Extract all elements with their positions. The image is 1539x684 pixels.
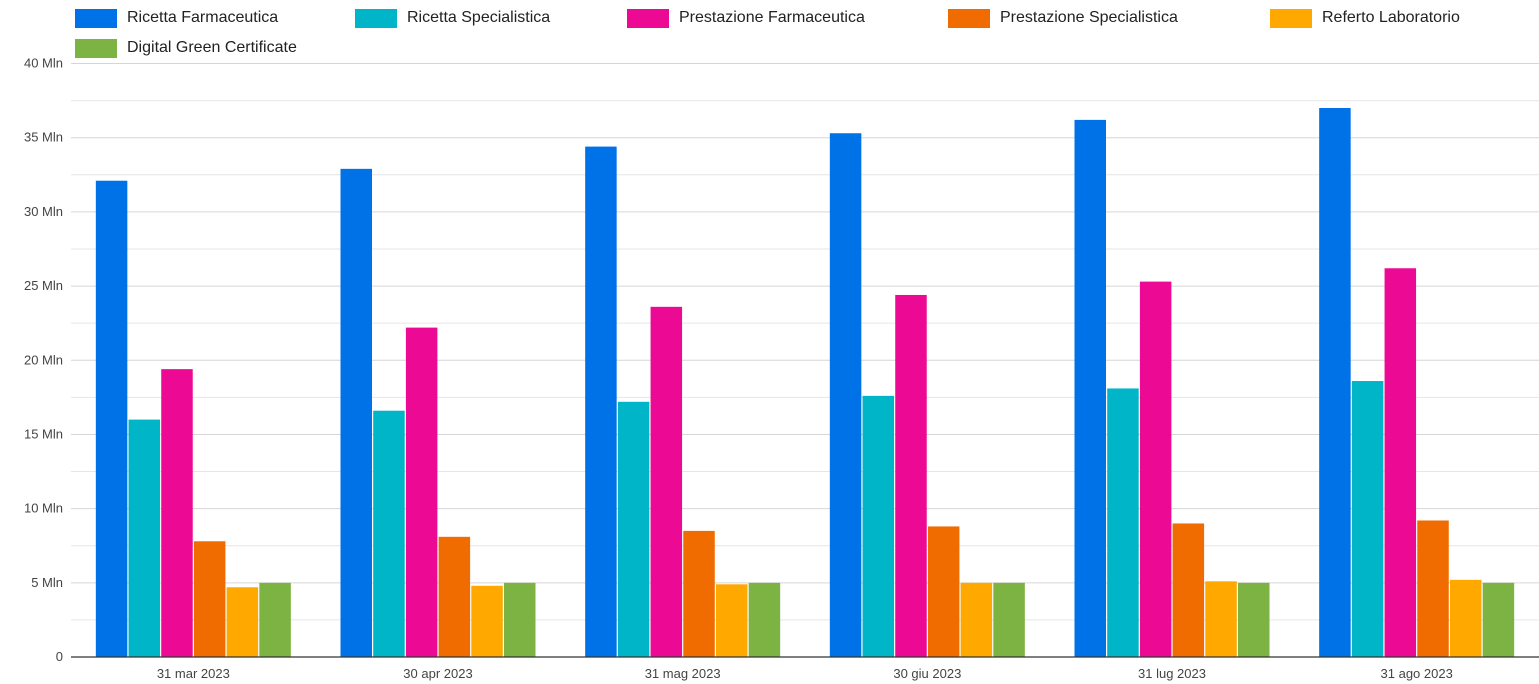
bar [650, 306, 683, 657]
bar [193, 541, 226, 657]
bar [715, 584, 748, 657]
bar [585, 146, 617, 657]
bar [405, 327, 438, 657]
bar [373, 410, 405, 657]
bar [259, 582, 291, 657]
x-tick-label: 31 ago 2023 [1381, 666, 1453, 681]
bar [1172, 523, 1205, 657]
bar [895, 294, 927, 657]
legend-item[interactable]: Referto Laboratorio [1270, 8, 1460, 28]
y-tick-label: 10 Mln [24, 501, 63, 516]
bar [1319, 108, 1351, 657]
bar [438, 536, 471, 657]
bar [960, 582, 993, 657]
bar [1417, 520, 1449, 657]
y-tick-label: 20 Mln [24, 352, 63, 367]
x-tick-label: 31 mag 2023 [645, 666, 721, 681]
bar [1074, 119, 1106, 657]
y-tick-label: 35 Mln [24, 130, 63, 145]
x-tick-label: 30 giu 2023 [893, 666, 961, 681]
legend-label: Ricetta Farmaceutica [127, 9, 279, 26]
x-tick-label: 31 mar 2023 [157, 666, 230, 681]
bar [1482, 582, 1515, 657]
bar [1351, 381, 1384, 657]
x-tick-label: 31 lug 2023 [1138, 666, 1206, 681]
bar [504, 582, 536, 657]
legend-swatch [75, 8, 117, 28]
bar [340, 168, 372, 657]
legend-swatch [355, 8, 397, 28]
legend-item[interactable]: Ricetta Specialistica [355, 8, 550, 28]
bar [617, 401, 650, 657]
legend-label: Prestazione Specialistica [1000, 9, 1178, 26]
bar [1139, 281, 1172, 657]
bar [927, 526, 960, 657]
legend-swatch [1270, 8, 1312, 28]
legend-swatch [948, 8, 990, 28]
bar [829, 133, 862, 657]
bar [1205, 581, 1237, 657]
bar [226, 587, 259, 657]
bar [95, 180, 128, 657]
bar [862, 395, 895, 657]
legend-label: Digital Green Certificate [127, 39, 297, 56]
bar [683, 530, 715, 657]
bar [1238, 582, 1270, 657]
bar [1449, 579, 1482, 657]
legend-swatch [627, 8, 669, 28]
legend-item[interactable]: Ricetta Farmaceutica [75, 8, 278, 28]
legend-item[interactable]: Prestazione Specialistica [948, 8, 1178, 28]
bar [471, 585, 503, 657]
legend-label: Referto Laboratorio [1322, 9, 1460, 26]
bar [1384, 268, 1417, 657]
y-tick-label: 15 Mln [24, 426, 63, 441]
legend-label: Prestazione Farmaceutica [679, 9, 865, 26]
bar [748, 582, 781, 657]
y-tick-label: 25 Mln [24, 278, 63, 293]
bar [161, 369, 193, 657]
legend-item[interactable]: Prestazione Farmaceutica [627, 8, 865, 28]
bar [128, 419, 161, 657]
legend-swatch [75, 38, 117, 58]
chart-legend: Ricetta Farmaceutica Ricetta Specialistic… [0, 0, 1539, 62]
y-tick-label: 5 Mln [31, 575, 63, 590]
y-tick-label: 0 [56, 649, 63, 664]
bar [1107, 388, 1139, 657]
y-tick-label: 40 Mln [24, 56, 63, 71]
bar [993, 582, 1025, 657]
legend-item[interactable]: Digital Green Certificate [75, 38, 297, 58]
x-tick-label: 30 apr 2023 [403, 666, 472, 681]
legend-label: Ricetta Specialistica [407, 9, 551, 26]
y-tick-label: 30 Mln [24, 204, 63, 219]
